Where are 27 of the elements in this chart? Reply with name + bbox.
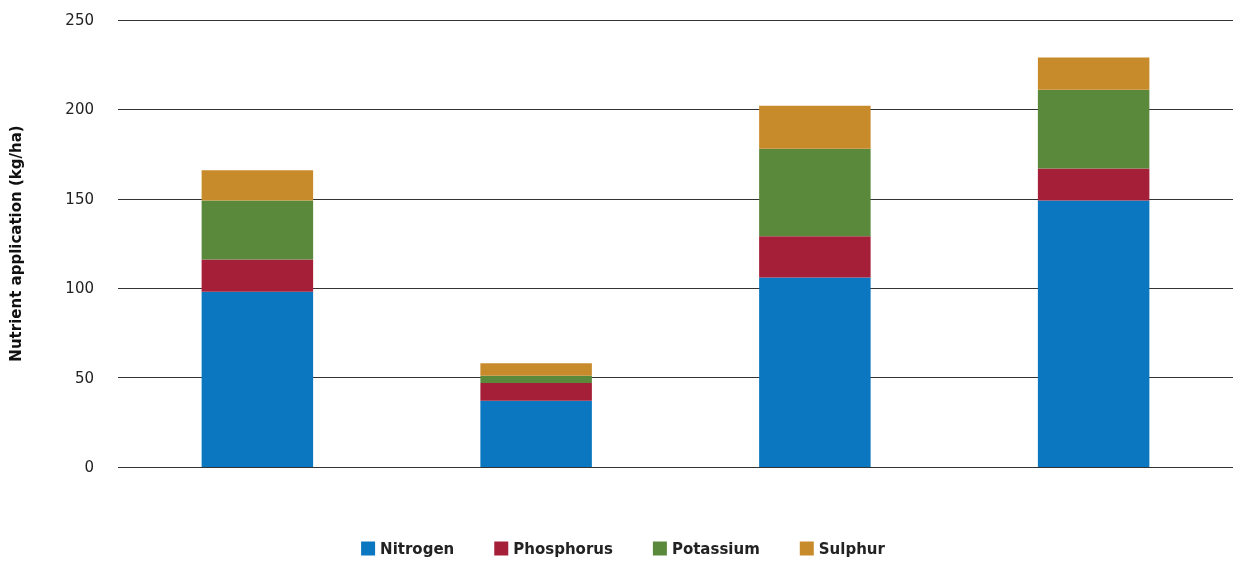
bar [1037,200,1150,467]
bar [1037,168,1150,201]
bar [480,375,592,383]
bar [759,148,871,237]
y-tick-label: 200 [65,100,94,119]
legend-label: Phosphorus [513,539,613,558]
bar [201,291,314,467]
bar [759,236,871,278]
y-tick-label: 150 [65,189,94,208]
bar [201,170,314,201]
bar [759,277,871,467]
y-tick-label: 100 [65,279,94,298]
y-tick-label: 50 [74,368,94,387]
bar [201,259,314,292]
bar [480,382,592,401]
y-tick-label: 250 [65,11,94,29]
legend-label: Sulphur [818,539,886,558]
y-axis-title: Nutrient application (kg/ha) [6,125,25,362]
bar [480,363,592,376]
bar [480,400,592,467]
y-tick-label: 0 [84,458,94,476]
bar [759,105,871,149]
bar [201,200,314,260]
legend-label: Potassium [671,539,760,558]
bar [1037,89,1150,169]
legend-label: Nitrogen [380,539,455,558]
bar [1037,57,1150,90]
